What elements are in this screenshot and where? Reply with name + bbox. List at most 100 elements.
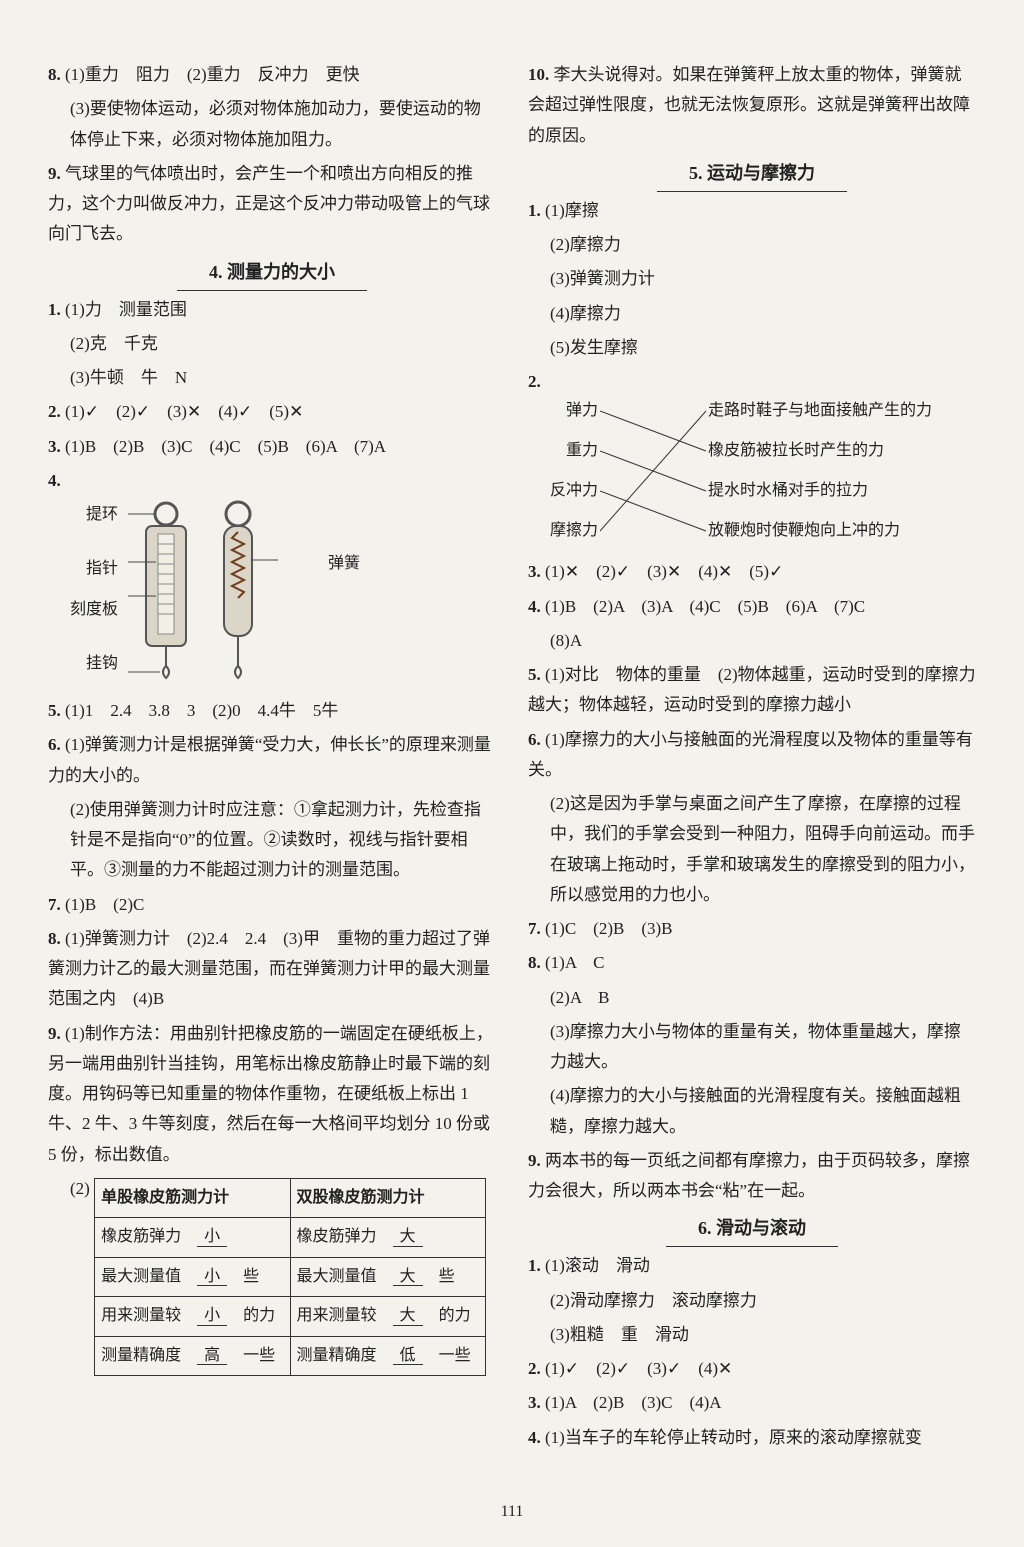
cell-text: 最大测量值 <box>297 1268 377 1285</box>
q8-line2: (3)要使物体运动，必须对物体施加动力，要使运动的物体停止下来，必须对物体施加阻… <box>48 94 496 155</box>
qnum: 9. <box>48 1024 61 1043</box>
qnum: 8. <box>48 929 61 948</box>
s4-q1: 1. (1)力 测量范围 <box>48 295 496 325</box>
qnum: 8. <box>48 65 61 84</box>
s4-q1a: (1)力 测量范围 <box>65 300 187 319</box>
page-number: 111 <box>0 1503 1024 1521</box>
match-left-2: 反冲力 <box>528 481 598 500</box>
s5-q1d: (4)摩擦力 <box>528 299 976 329</box>
s4-q3: 3. (1)B (2)B (3)C (4)C (5)B (6)A (7)A <box>48 432 496 462</box>
qnum: 1. <box>48 300 61 319</box>
qnum: 3. <box>528 562 541 581</box>
s4-q1c: (3)牛顿 牛 N <box>48 363 496 393</box>
table-row: 用来测量较 小 的力 用来测量较 大 的力 <box>95 1297 486 1336</box>
s6-q1a: (1)滚动 滑动 <box>545 1256 650 1275</box>
td: 测量精确度 高 一些 <box>95 1336 290 1375</box>
cell-text: 一些 <box>439 1347 471 1364</box>
s4-q9: 9. (1)制作方法：用曲别针把橡皮筋的一端固定在硬纸板上，另一端用曲别针当挂钩… <box>48 1019 496 1170</box>
s6-q1: 1. (1)滚动 滑动 <box>528 1251 976 1281</box>
s5-q5: 5. (1)对比 物体的重量 (2)物体越重，运动时受到的摩擦力越大；物体越轻，… <box>528 660 976 721</box>
qnum: 2. <box>528 372 541 391</box>
cell-text: 橡皮筋弹力 <box>297 1228 377 1245</box>
two-column-layout: 8. (1)重力 阻力 (2)重力 反冲力 更快 (3)要使物体运动，必须对物体… <box>48 60 976 1507</box>
s5-q6b: (2)这是因为手掌与桌面之间产生了摩擦，在摩擦的过程中，我们的手掌会受到一种阻力… <box>528 789 976 910</box>
s4-q7: 7. (1)B (2)C <box>48 890 496 920</box>
cell-text: 最大测量值 <box>101 1268 181 1285</box>
page: 8. (1)重力 阻力 (2)重力 反冲力 更快 (3)要使物体运动，必须对物体… <box>0 0 1024 1547</box>
cell-text: 些 <box>439 1268 455 1285</box>
s4-q6b: (2)使用弹簧测力计时应注意：①拿起测力计，先检查指针是不是指向“0”的位置。②… <box>48 795 496 886</box>
right-column: 10. 李大头说得对。如果在弹簧秤上放太重的物体，弹簧就会超过弹性限度，也就无法… <box>528 60 976 1507</box>
s4-q1b: (2)克 千克 <box>48 329 496 359</box>
qnum: 9. <box>48 164 61 183</box>
table-row: 橡皮筋弹力 小 橡皮筋弹力 大 <box>95 1218 486 1257</box>
s6-q1c: (3)粗糙 重 滑动 <box>528 1320 976 1350</box>
table-row: 单股橡皮筋测力计 双股橡皮筋测力计 <box>95 1178 486 1217</box>
qnum: 10. <box>528 65 549 84</box>
s4-q5: 5. (1)1 2.4 3.8 3 (2)0 4.4牛 5牛 <box>48 696 496 726</box>
cell-blank: 大 <box>393 1307 423 1326</box>
qnum: 3. <box>528 1393 541 1412</box>
s6-q4: 4. (1)当车子的车轮停止转动时，原来的滚动摩擦就变 <box>528 1423 976 1453</box>
s5-q8b: (2)A B <box>528 983 976 1013</box>
s5-q1a: (1)摩擦 <box>545 201 599 220</box>
label-tanhuang: 弹簧 <box>328 500 360 578</box>
s4-q9b-prefix: (2) 单股橡皮筋测力计 双股橡皮筋测力计 橡皮筋弹力 小 橡皮筋弹力 大 最大… <box>48 1174 496 1376</box>
s5-q7-text: (1)C (2)B (3)B <box>545 919 672 938</box>
s4-q9-text: (1)制作方法：用曲别针把橡皮筋的一端固定在硬纸板上，另一端用曲别针当挂钩，用笔… <box>48 1024 493 1164</box>
q9: 9. 气球里的气体喷出时，会产生一个和喷出方向相反的推力，这个力叫做反冲力，正是… <box>48 159 496 250</box>
cell-blank: 小 <box>197 1307 227 1326</box>
qnum: 5. <box>528 665 541 684</box>
match-right-3: 放鞭炮时使鞭炮向上冲的力 <box>708 521 900 540</box>
q9b-prefix-text: (2) <box>70 1179 90 1198</box>
s5-q8c: (3)摩擦力大小与物体的重量有关，物体重量越大，摩擦力越大。 <box>528 1017 976 1078</box>
label-keduban: 刻度板 <box>70 599 118 621</box>
cell-text: 测量精确度 <box>101 1347 181 1364</box>
s5-q4a: (1)B (2)A (3)A (4)C (5)B (6)A (7)C <box>545 597 865 616</box>
cell-blank: 大 <box>393 1228 423 1247</box>
rubber-band-table: 单股橡皮筋测力计 双股橡皮筋测力计 橡皮筋弹力 小 橡皮筋弹力 大 最大测量值 … <box>94 1178 486 1376</box>
section-5-title: 5. 运动与摩擦力 <box>528 157 976 192</box>
td: 最大测量值 大 些 <box>290 1257 485 1296</box>
th1: 单股橡皮筋测力计 <box>95 1178 290 1217</box>
section-6-title-text: 6. 滑动与滚动 <box>666 1212 838 1247</box>
q8: 8. (1)重力 阻力 (2)重力 反冲力 更快 <box>48 60 496 90</box>
table-row: 最大测量值 小 些 最大测量值 大 些 <box>95 1257 486 1296</box>
cell-text: 一些 <box>243 1347 275 1364</box>
s6-q2-text: (1)✓ (2)✓ (3)✓ (4)✕ <box>545 1359 732 1378</box>
td: 最大测量值 小 些 <box>95 1257 290 1296</box>
s5-q1b: (2)摩擦力 <box>528 230 976 260</box>
cell-blank: 高 <box>197 1347 227 1366</box>
s5-q1c: (3)弹簧测力计 <box>528 264 976 294</box>
s5-q9-text: 两本书的每一页纸之间都有摩擦力，由于页码较多，摩擦力会很大，所以两本书会“粘”在… <box>528 1151 970 1200</box>
cell-text: 用来测量较 <box>101 1307 181 1324</box>
match-lines-svg <box>600 401 708 541</box>
s5-q4b: (8)A <box>528 626 976 656</box>
s5-q8a: (1)A C <box>545 953 605 972</box>
section-4-title: 4. 测量力的大小 <box>48 256 496 291</box>
s6-q4-text: (1)当车子的车轮停止转动时，原来的滚动摩擦就变 <box>545 1428 922 1447</box>
s6-q1b: (2)滑动摩擦力 滚动摩擦力 <box>528 1286 976 1316</box>
match-right-1: 橡皮筋被拉长时产生的力 <box>708 441 884 460</box>
qnum: 4. <box>528 597 541 616</box>
s5-q2: 2. <box>528 367 976 397</box>
s5-q3-text: (1)✕ (2)✓ (3)✕ (4)✕ (5)✓ <box>545 562 783 581</box>
label-zhizhen: 指针 <box>70 558 118 580</box>
s5-q7: 7. (1)C (2)B (3)B <box>528 914 976 944</box>
qnum: 8. <box>528 953 541 972</box>
match-left-3: 摩擦力 <box>528 521 598 540</box>
s5-q8d: (4)摩擦力的大小与接触面的光滑程度有关。接触面越粗糙，摩擦力越大。 <box>528 1081 976 1142</box>
q9-text: 气球里的气体喷出时，会产生一个和喷出方向相反的推力，这个力叫做反冲力，正是这个反… <box>48 164 490 244</box>
left-column: 8. (1)重力 阻力 (2)重力 反冲力 更快 (3)要使物体运动，必须对物体… <box>48 60 496 1507</box>
match-left-1: 重力 <box>528 441 598 460</box>
diagram-left-labels: 提环 指针 刻度板 挂钩 <box>70 500 118 676</box>
section-5-title-text: 5. 运动与摩擦力 <box>657 157 847 192</box>
th2: 双股橡皮筋测力计 <box>290 1178 485 1217</box>
qnum: 2. <box>48 402 61 421</box>
q10: 10. 李大头说得对。如果在弹簧秤上放太重的物体，弹簧就会超过弹性限度，也就无法… <box>528 60 976 151</box>
table-row: 测量精确度 高 一些 测量精确度 低 一些 <box>95 1336 486 1375</box>
qnum: 4. <box>48 471 61 490</box>
qnum: 3. <box>48 437 61 456</box>
q8-line1: (1)重力 阻力 (2)重力 反冲力 更快 <box>65 65 360 84</box>
s6-q3: 3. (1)A (2)B (3)C (4)A <box>528 1388 976 1418</box>
